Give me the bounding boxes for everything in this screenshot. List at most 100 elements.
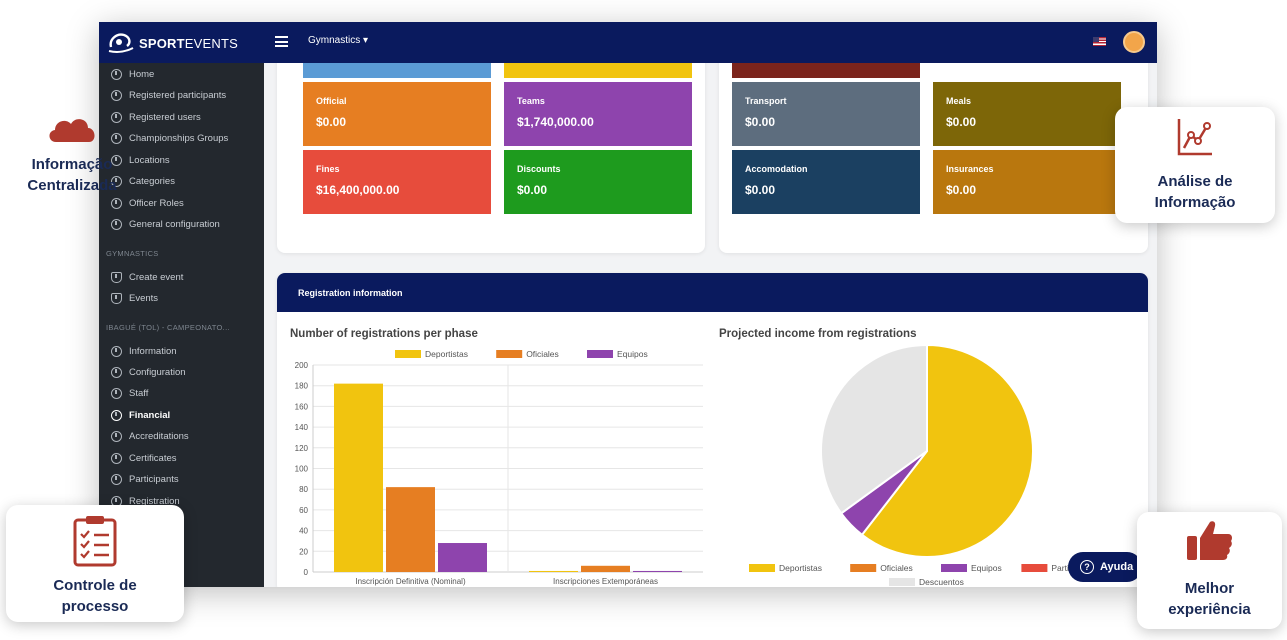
- pie-chart-title: Projected income from registrations: [719, 328, 917, 340]
- help-button[interactable]: ? Ayuda: [1068, 552, 1142, 582]
- income-tile-partial: [303, 63, 491, 78]
- y-tick-label: 180: [295, 382, 309, 391]
- line-chart-icon: [1177, 119, 1212, 156]
- callout-experience: Melhor experiência: [1137, 512, 1282, 629]
- dashboard-icon: [111, 387, 122, 399]
- sidebar: Home Registered participants Registered …: [99, 63, 264, 587]
- legend-swatch: [1021, 564, 1048, 572]
- sidebar-section-gymnastics: GYMNASTICS: [106, 249, 159, 258]
- logo[interactable]: SPORTEVENTS: [107, 30, 238, 56]
- avatar[interactable]: [1123, 31, 1145, 53]
- dashboard-icon: [111, 175, 122, 187]
- x-tick-label: Inscripción Definitiva (Nominal): [355, 577, 466, 586]
- bar: [386, 487, 435, 572]
- sidebar-item-participants[interactable]: Participants: [111, 471, 179, 487]
- legend-label: Oficiales: [880, 563, 913, 573]
- sidebar-item-championships-groups[interactable]: Championships Groups: [111, 130, 228, 146]
- bar: [529, 570, 578, 572]
- y-tick-label: 80: [299, 485, 308, 494]
- y-tick-label: 160: [295, 402, 309, 411]
- callout-process-control: Controle de processo: [6, 505, 184, 622]
- dashboard-icon: [111, 218, 122, 230]
- legend-label: Deportistas: [779, 563, 822, 573]
- dashboard-icon: [111, 473, 122, 485]
- centralized-info-label: Informação Centralizada: [27, 156, 117, 194]
- sidebar-item-locations[interactable]: Locations: [111, 152, 170, 168]
- sidebar-item-information[interactable]: Information: [111, 343, 177, 359]
- dashboard-icon: [111, 68, 122, 80]
- callout-analysis: Análise de Informação: [1115, 107, 1275, 223]
- pie-chart: DeportistasOficialesEquiposParticipantes…: [749, 345, 1148, 587]
- legend-swatch: [850, 564, 877, 572]
- bar: [581, 565, 630, 572]
- legend-label: Equipos: [971, 563, 1002, 573]
- menu-toggle-icon[interactable]: [275, 36, 288, 47]
- y-tick-label: 140: [295, 423, 309, 432]
- module-select[interactable]: Gymnastics ▾: [308, 35, 369, 46]
- pie-slice: [820, 345, 928, 515]
- clipboard-checklist-icon: [73, 516, 117, 567]
- income-tile-partial: [504, 63, 692, 78]
- sidebar-item-registered-participants[interactable]: Registered participants: [111, 87, 226, 103]
- sidebar-item-accreditations[interactable]: Accreditations: [111, 428, 189, 444]
- trophy-icon: [111, 292, 122, 304]
- sidebar-item-categories[interactable]: Categories: [111, 173, 175, 189]
- legend-swatch: [941, 564, 967, 572]
- expense-tile-insurances: Insurances $0.00: [933, 150, 1121, 214]
- sidebar-item-events[interactable]: Events: [111, 290, 158, 306]
- y-tick-label: 0: [304, 568, 309, 577]
- bar-chart: Deportistas Oficiales Equipos 0 20 40 60 80 100 1…: [295, 349, 703, 586]
- sidebar-item-financial[interactable]: Financial: [111, 407, 170, 423]
- sidebar-item-certificates[interactable]: Certificates: [111, 450, 177, 466]
- callout-experience-text: Melhor experiência: [1168, 580, 1251, 618]
- dashboard-icon: [111, 430, 122, 442]
- y-tick-label: 120: [295, 444, 309, 453]
- bar: [438, 543, 487, 572]
- dashboard-icon: [111, 111, 122, 123]
- logo-icon: [108, 33, 134, 53]
- sidebar-item-registered-users[interactable]: Registered users: [111, 109, 201, 125]
- x-tick-label: Inscripciones Extemporáneas: [553, 577, 658, 586]
- sidebar-item-staff[interactable]: Staff: [111, 385, 148, 401]
- info-icon: [111, 345, 122, 357]
- y-tick-label: 20: [299, 547, 308, 556]
- income-tile-teams: Teams $1,740,000.00: [504, 82, 692, 146]
- app-window: SPORTEVENTS Gymnastics ▾ Home Registered…: [99, 22, 1157, 587]
- dashboard-icon: [111, 409, 122, 421]
- legend-swatch: [889, 578, 915, 586]
- sidebar-item-officer-roles[interactable]: Officer Roles: [111, 195, 184, 211]
- help-button-label: Ayuda: [1100, 561, 1134, 573]
- sidebar-item-configuration[interactable]: Configuration: [111, 364, 186, 380]
- cloud-icon: [49, 119, 95, 142]
- y-tick-label: 200: [295, 361, 309, 370]
- expense-tile-transport: Transport $0.00: [732, 82, 920, 146]
- bar: [334, 383, 383, 572]
- registration-card: Registration information Number of regis…: [277, 273, 1148, 587]
- dashboard-icon: [111, 154, 122, 166]
- legend-label: Descuentos: [919, 577, 964, 587]
- thumbs-up-icon: [1186, 521, 1232, 560]
- sidebar-item-home[interactable]: Home: [111, 66, 154, 82]
- dashboard-icon: [111, 452, 122, 464]
- dashboard-icon: [111, 366, 122, 378]
- us-flag-icon[interactable]: [1093, 37, 1106, 46]
- income-tile-official: Official $0.00: [303, 82, 491, 146]
- sidebar-item-create-event[interactable]: Create event: [111, 269, 183, 285]
- expense-tile-accomodation: Accomodation $0.00: [732, 150, 920, 214]
- registration-header: Registration information: [277, 273, 1148, 312]
- legend-swatch: [395, 350, 421, 358]
- dashboard-icon: [111, 89, 122, 101]
- callout-process-control-text: Controle de processo: [53, 577, 137, 615]
- pie-slice: [860, 345, 1034, 558]
- bar-chart-title: Number of registrations per phase: [290, 328, 478, 340]
- legend-swatch: [749, 564, 775, 572]
- callout-analysis-text: Análise de Informação: [1154, 173, 1236, 211]
- logo-text-bold: SPORT: [139, 35, 185, 51]
- income-tile-discounts: Discounts $0.00: [504, 150, 692, 214]
- legend-label: Equipos: [617, 349, 648, 359]
- main-content: Official $0.00 Teams $1,740,000.00 Fines…: [264, 63, 1157, 587]
- dashboard-icon: [111, 197, 122, 209]
- sidebar-item-general-configuration[interactable]: General configuration: [111, 216, 220, 232]
- y-tick-label: 60: [299, 506, 308, 515]
